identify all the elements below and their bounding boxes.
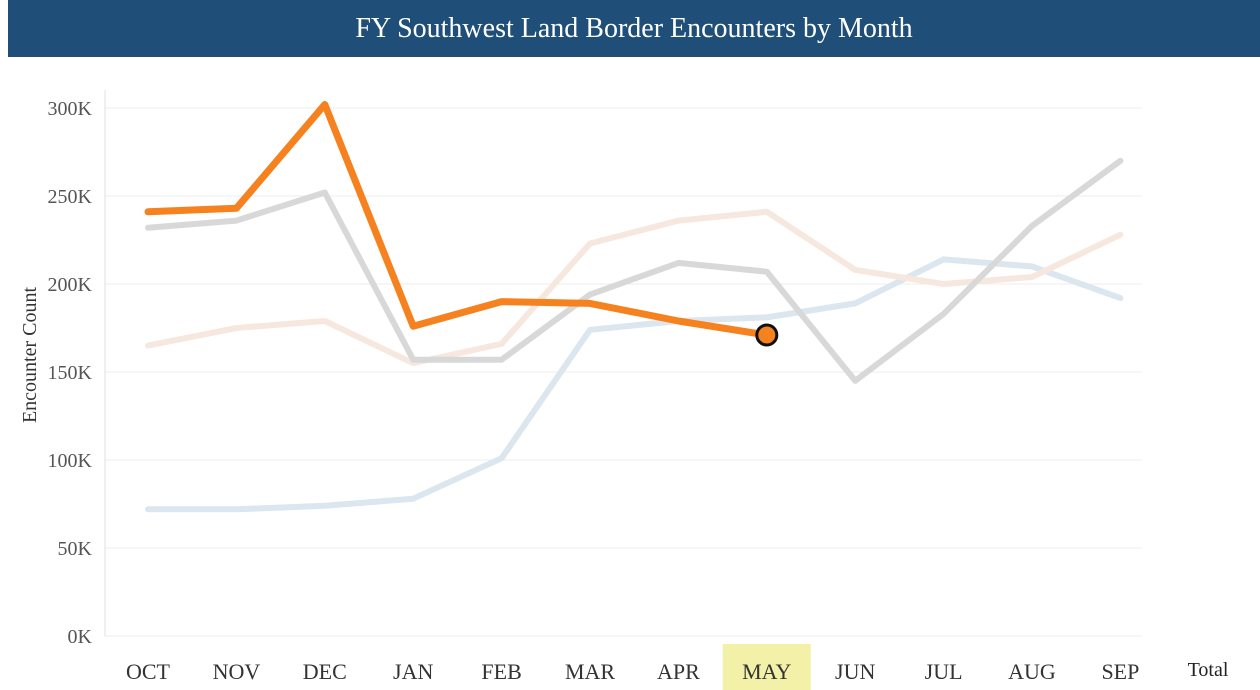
y-tick-label: 0K bbox=[68, 626, 93, 648]
x-tick-label: MAY bbox=[742, 659, 791, 684]
series-line bbox=[145, 256, 1124, 513]
x-tick-label: NOV bbox=[213, 659, 261, 684]
x-tick-label: JUN bbox=[835, 659, 875, 684]
series-line bbox=[145, 208, 1124, 367]
series-line bbox=[145, 157, 1124, 384]
y-tick-label: 200K bbox=[48, 274, 93, 296]
x-tick-label: APR bbox=[657, 659, 700, 684]
total-column-label: Total bbox=[1188, 659, 1229, 681]
x-tick-label: OCT bbox=[126, 659, 171, 684]
series-line bbox=[144, 101, 771, 339]
x-tick-label: AUG bbox=[1008, 659, 1056, 684]
y-tick-label: 250K bbox=[48, 186, 93, 208]
y-axis-label: Encounter Count bbox=[19, 287, 41, 424]
y-tick-label: 100K bbox=[48, 450, 93, 472]
x-tick-label: SEP bbox=[1101, 659, 1139, 684]
x-tick-label: FEB bbox=[481, 659, 521, 684]
series-end-point bbox=[755, 323, 779, 347]
y-tick-label: 150K bbox=[48, 362, 93, 384]
x-tick-label: DEC bbox=[303, 659, 347, 684]
x-tick-label: JAN bbox=[393, 659, 433, 684]
chart-title: FY Southwest Land Border Encounters by M… bbox=[355, 12, 913, 44]
y-tick-label: 300K bbox=[48, 98, 93, 120]
y-tick-label: 50K bbox=[58, 538, 93, 560]
x-tick-label: MAR bbox=[565, 659, 615, 684]
x-tick-label: JUL bbox=[925, 659, 963, 684]
highlight-month-bg bbox=[722, 644, 811, 690]
title-bar: FY Southwest Land Border Encounters by M… bbox=[8, 0, 1260, 57]
